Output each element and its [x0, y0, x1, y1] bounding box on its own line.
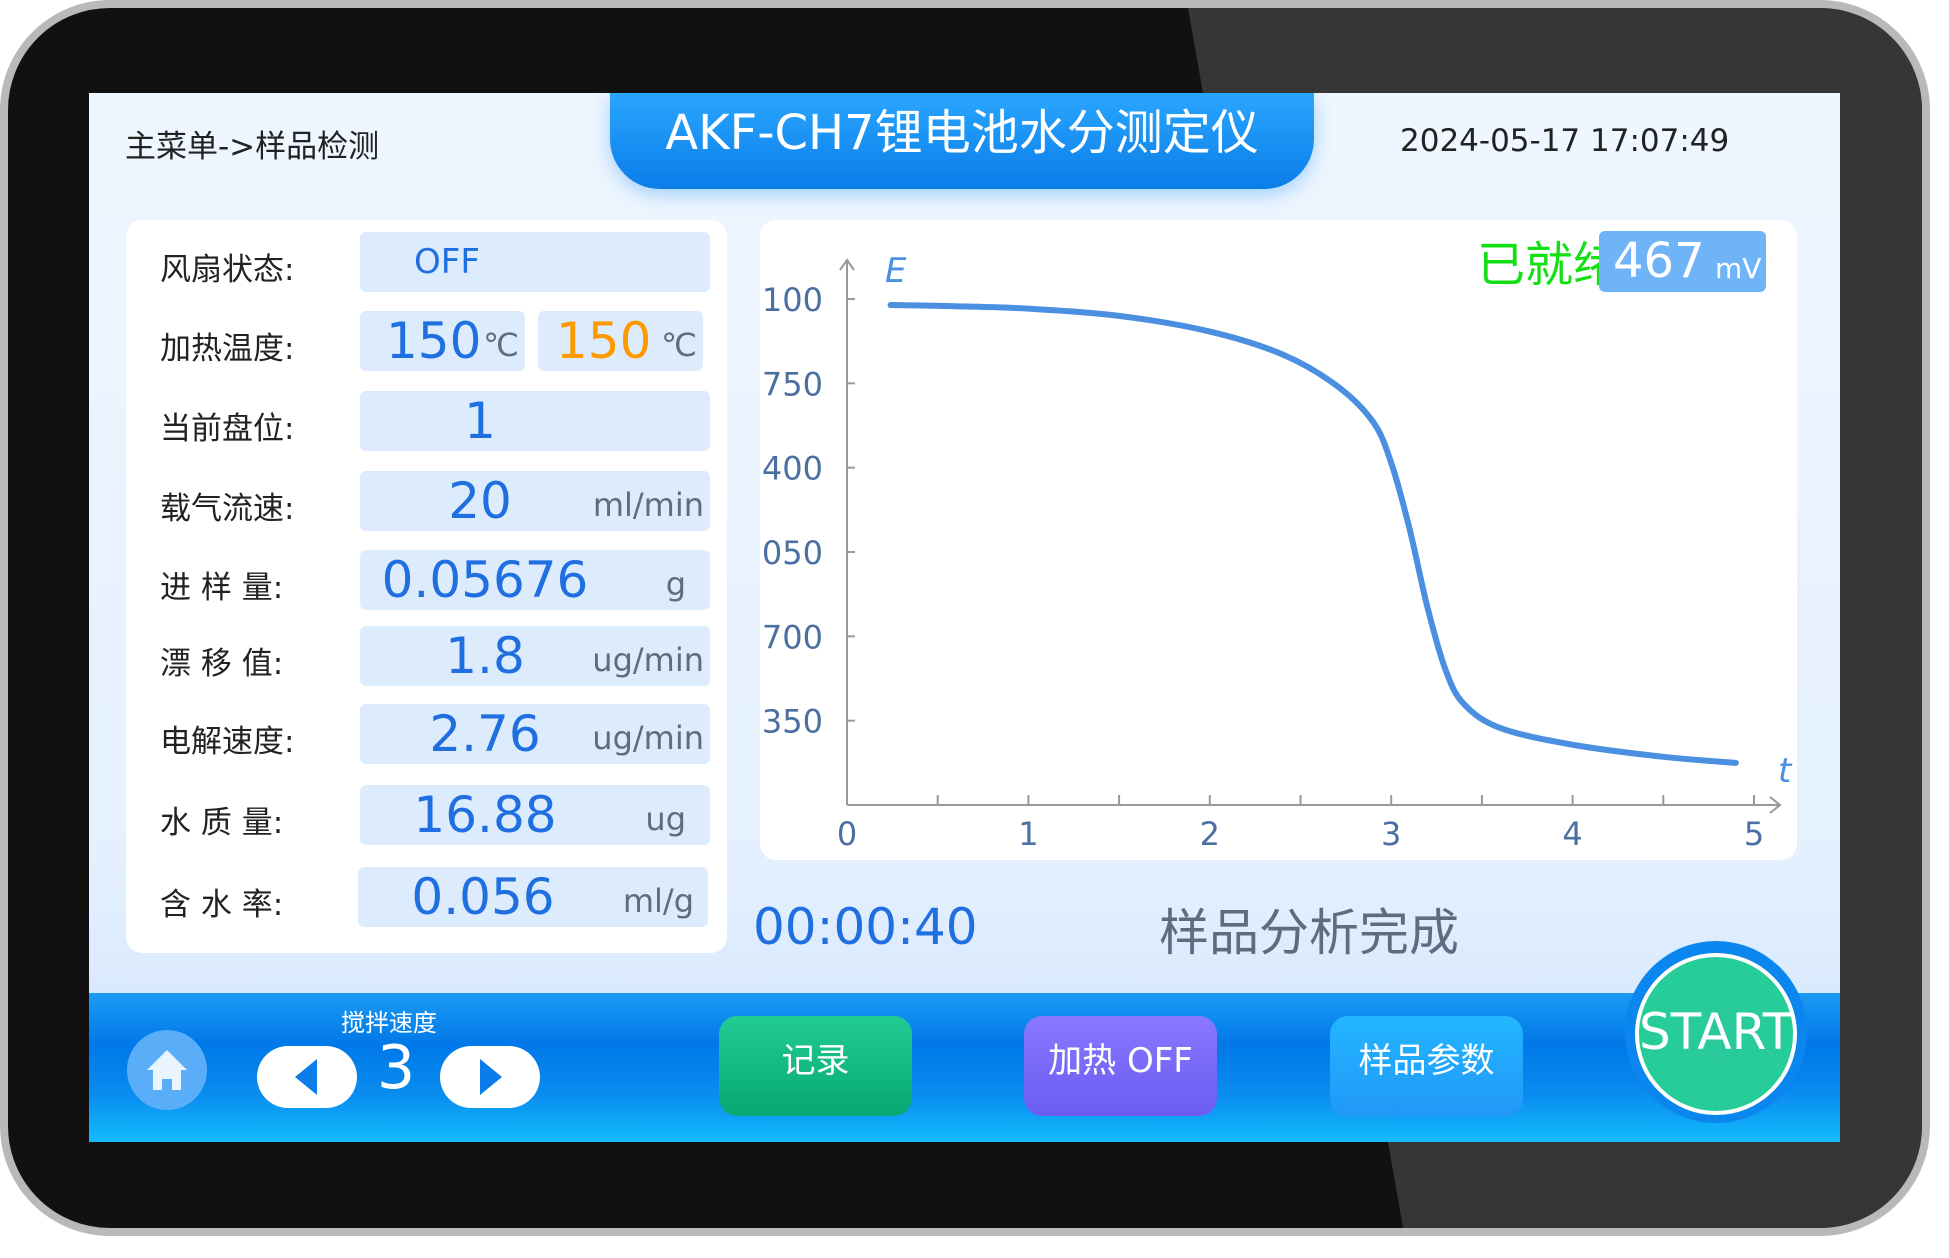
heating-temp-actual-field: 150 ℃: [538, 311, 703, 371]
sample-amount-label: 进 样 量:: [160, 570, 284, 606]
electrolysis-rate-field: 2.76 ug/min: [360, 704, 710, 764]
y-tick-label: 2100: [760, 281, 823, 319]
x-tick-label: 4: [1562, 815, 1582, 853]
heating-toggle-button[interactable]: 加热 OFF: [1024, 1016, 1217, 1116]
x-axis-label: t: [1778, 751, 1793, 791]
record-button[interactable]: 记录: [719, 1016, 912, 1116]
unit: ug/min: [592, 719, 704, 757]
gas-flow-value: 20: [448, 472, 512, 530]
sample-params-button[interactable]: 样品参数: [1330, 1016, 1523, 1116]
gas-flow-field[interactable]: 20 ml/min: [360, 471, 710, 531]
fan-status-label: 风扇状态:: [160, 252, 295, 288]
electrolysis-rate-label: 电解速度:: [160, 724, 295, 760]
fan-status-field: OFF: [360, 232, 710, 292]
moisture-content-label: 含 水 率:: [160, 887, 284, 923]
unit: ℃: [661, 326, 697, 364]
potential-value: 467: [1613, 233, 1705, 289]
potential-badge: 467 mV: [1599, 231, 1766, 292]
ready-status: 已就绪: [1477, 237, 1622, 293]
breadcrumb: 主菜单->样品检测: [125, 129, 380, 165]
start-button[interactable]: START: [1635, 953, 1797, 1115]
elapsed-timer: 00:00:40: [753, 898, 978, 956]
unit: ml/g: [622, 882, 694, 920]
sample-amount-value: 0.05676: [381, 551, 589, 609]
electrolysis-rate-value: 2.76: [429, 705, 541, 763]
water-mass-value: 16.88: [413, 786, 557, 844]
drift-field: 1.8 ug/min: [360, 626, 710, 686]
datetime: 2024-05-17 17:07:49: [1400, 123, 1730, 159]
y-tick-label: 700: [762, 618, 823, 656]
y-tick-label: 1400: [760, 450, 823, 488]
home-button[interactable]: [127, 1030, 207, 1110]
stir-speed-label: 搅拌速度: [341, 1009, 437, 1037]
y-axis-label: E: [885, 251, 907, 291]
screen: 主菜单->样品检测 AKF-CH7锂电池水分测定仪 2024-05-17 17:…: [89, 93, 1840, 1142]
heating-temp-label: 加热温度:: [160, 331, 295, 367]
unit: ug/min: [592, 641, 704, 679]
triangle-right-icon: [480, 1059, 502, 1095]
start-button-ring: START: [1625, 941, 1807, 1123]
y-tick-label: 1750: [760, 365, 823, 403]
water-mass-field: 16.88 ug: [360, 785, 710, 845]
tray-position-label: 当前盘位:: [160, 411, 295, 447]
water-mass-label: 水 质 量:: [160, 805, 284, 841]
moisture-content-value: 0.056: [411, 868, 555, 926]
series-line: [887, 302, 1739, 766]
page-title: AKF-CH7锂电池水分测定仪: [610, 93, 1314, 189]
chart-svg: Et 0 1 2 3 4 5 2100 1750 1400 1050 700 350: [742, 251, 1793, 853]
stir-speed-value: 3: [377, 1033, 416, 1103]
fan-status-value: OFF: [414, 242, 480, 282]
bottom-toolbar: 搅拌速度 3 记录 加热 OFF 样品参数: [89, 993, 1840, 1142]
tray-position-field[interactable]: 1: [360, 391, 710, 451]
x-tick-label: 3: [1381, 815, 1401, 853]
unit: ug: [645, 800, 686, 838]
moisture-content-field: 0.056 ml/g: [358, 867, 708, 927]
y-tick-label: 1050: [760, 534, 823, 572]
y-axis-arrow-icon: [839, 258, 855, 271]
sample-amount-field[interactable]: 0.05676 g: [360, 550, 710, 610]
stir-increase-button[interactable]: [440, 1046, 540, 1108]
unit: ml/min: [592, 486, 704, 524]
parameter-panel: 风扇状态: OFF 加热温度: 150 ℃ 150 ℃ 当前盘位: 1 载气流速…: [126, 220, 727, 953]
x-tick-label: 0: [837, 815, 857, 853]
stir-decrease-button[interactable]: [257, 1046, 357, 1108]
gas-flow-label: 载气流速:: [160, 491, 295, 527]
triangle-left-icon: [295, 1059, 317, 1095]
home-icon: [147, 1050, 187, 1090]
drift-value: 1.8: [445, 627, 525, 685]
potential-unit: mV: [1715, 252, 1762, 285]
heating-temp-actual-value: 150: [556, 312, 652, 370]
titration-chart: Et 0 1 2 3 4 5 2100 1750 1400 1050 700 350: [742, 220, 1797, 860]
x-tick-label: 1: [1018, 815, 1038, 853]
tray-position-value: 1: [464, 392, 496, 450]
unit: ℃: [483, 326, 519, 364]
x-tick-label: 5: [1744, 815, 1764, 853]
analysis-message: 样品分析完成: [1159, 904, 1459, 962]
drift-label: 漂 移 值:: [160, 646, 284, 682]
x-axis-arrow-icon: [1769, 796, 1782, 814]
heating-temp-set-field[interactable]: 150 ℃: [360, 311, 525, 371]
x-tick-label: 2: [1200, 815, 1220, 853]
heating-temp-set-value: 150: [386, 312, 482, 370]
unit: g: [665, 565, 686, 603]
y-tick-label: 350: [762, 703, 823, 741]
